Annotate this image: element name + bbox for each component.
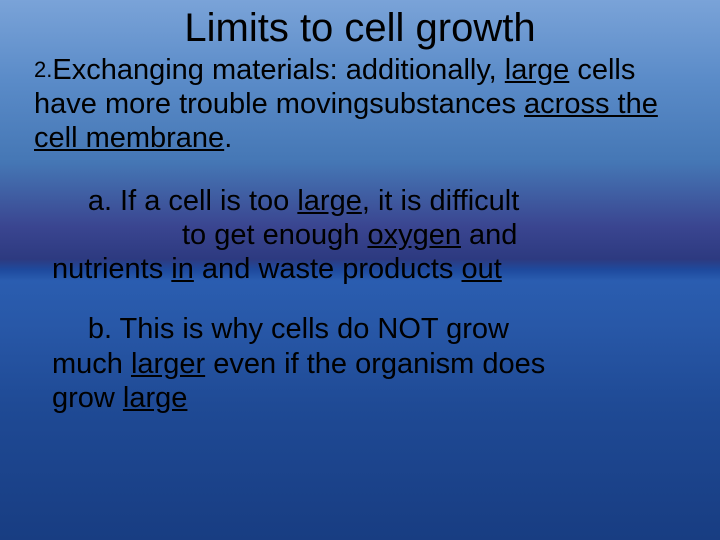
subpoint-a-line1b: , it is difficult (362, 185, 519, 217)
subpoint-b: b. This is why cells do NOT grow much la… (34, 312, 692, 415)
subpoint-b-letter: b. (52, 312, 112, 346)
subpoint-a-u-large: large (297, 185, 362, 217)
subpoint-b-line2-wrap: much larger even if the organism does (52, 347, 692, 381)
subpoint-a-u-oxygen: oxygen (367, 219, 461, 251)
subpoint-b-line1: This is why cells do NOT grow (112, 313, 509, 345)
point-2-text-post: . (224, 122, 232, 154)
subpoint-a-u-out: out (461, 253, 501, 285)
subpoint-b-line2b: even if the organism does (205, 348, 545, 380)
subpoint-a-line2a: to get enough (182, 219, 367, 251)
slide-title: Limits to cell growth (0, 0, 720, 53)
subpoint-a-letter: a. (52, 184, 112, 218)
subpoint-a-line3a: nutrients (52, 253, 171, 285)
point-2-text-pre: Exchanging materials: additionally, (52, 54, 504, 86)
subpoint-a-line3b: and waste products (194, 253, 462, 285)
point-2-number: 2. (34, 57, 52, 82)
subpoint-a: a. If a cell is too large, it is difficu… (34, 184, 692, 287)
subpoint-a-u-in: in (171, 253, 194, 285)
subpoint-b-u-larger: larger (131, 348, 205, 380)
subpoint-b-line2a: much (52, 348, 131, 380)
point-2: 2.Exchanging materials: additionally, la… (34, 53, 692, 156)
slide-body: 2.Exchanging materials: additionally, la… (0, 53, 720, 415)
subpoint-b-line3-wrap: grow large (52, 381, 692, 415)
subpoint-a-line2-wrap: to get enough oxygen and (52, 218, 692, 252)
slide: Limits to cell growth 2.Exchanging mater… (0, 0, 720, 540)
subpoint-b-line3a: grow (52, 382, 123, 414)
subpoint-a-line1a: If a cell is too (112, 185, 297, 217)
subpoint-a-line3-wrap: nutrients in and waste products out (52, 252, 692, 286)
point-2-underline-large: large (505, 54, 570, 86)
subpoint-a-line2b: and (461, 219, 517, 251)
subpoint-b-u-large: large (123, 382, 188, 414)
